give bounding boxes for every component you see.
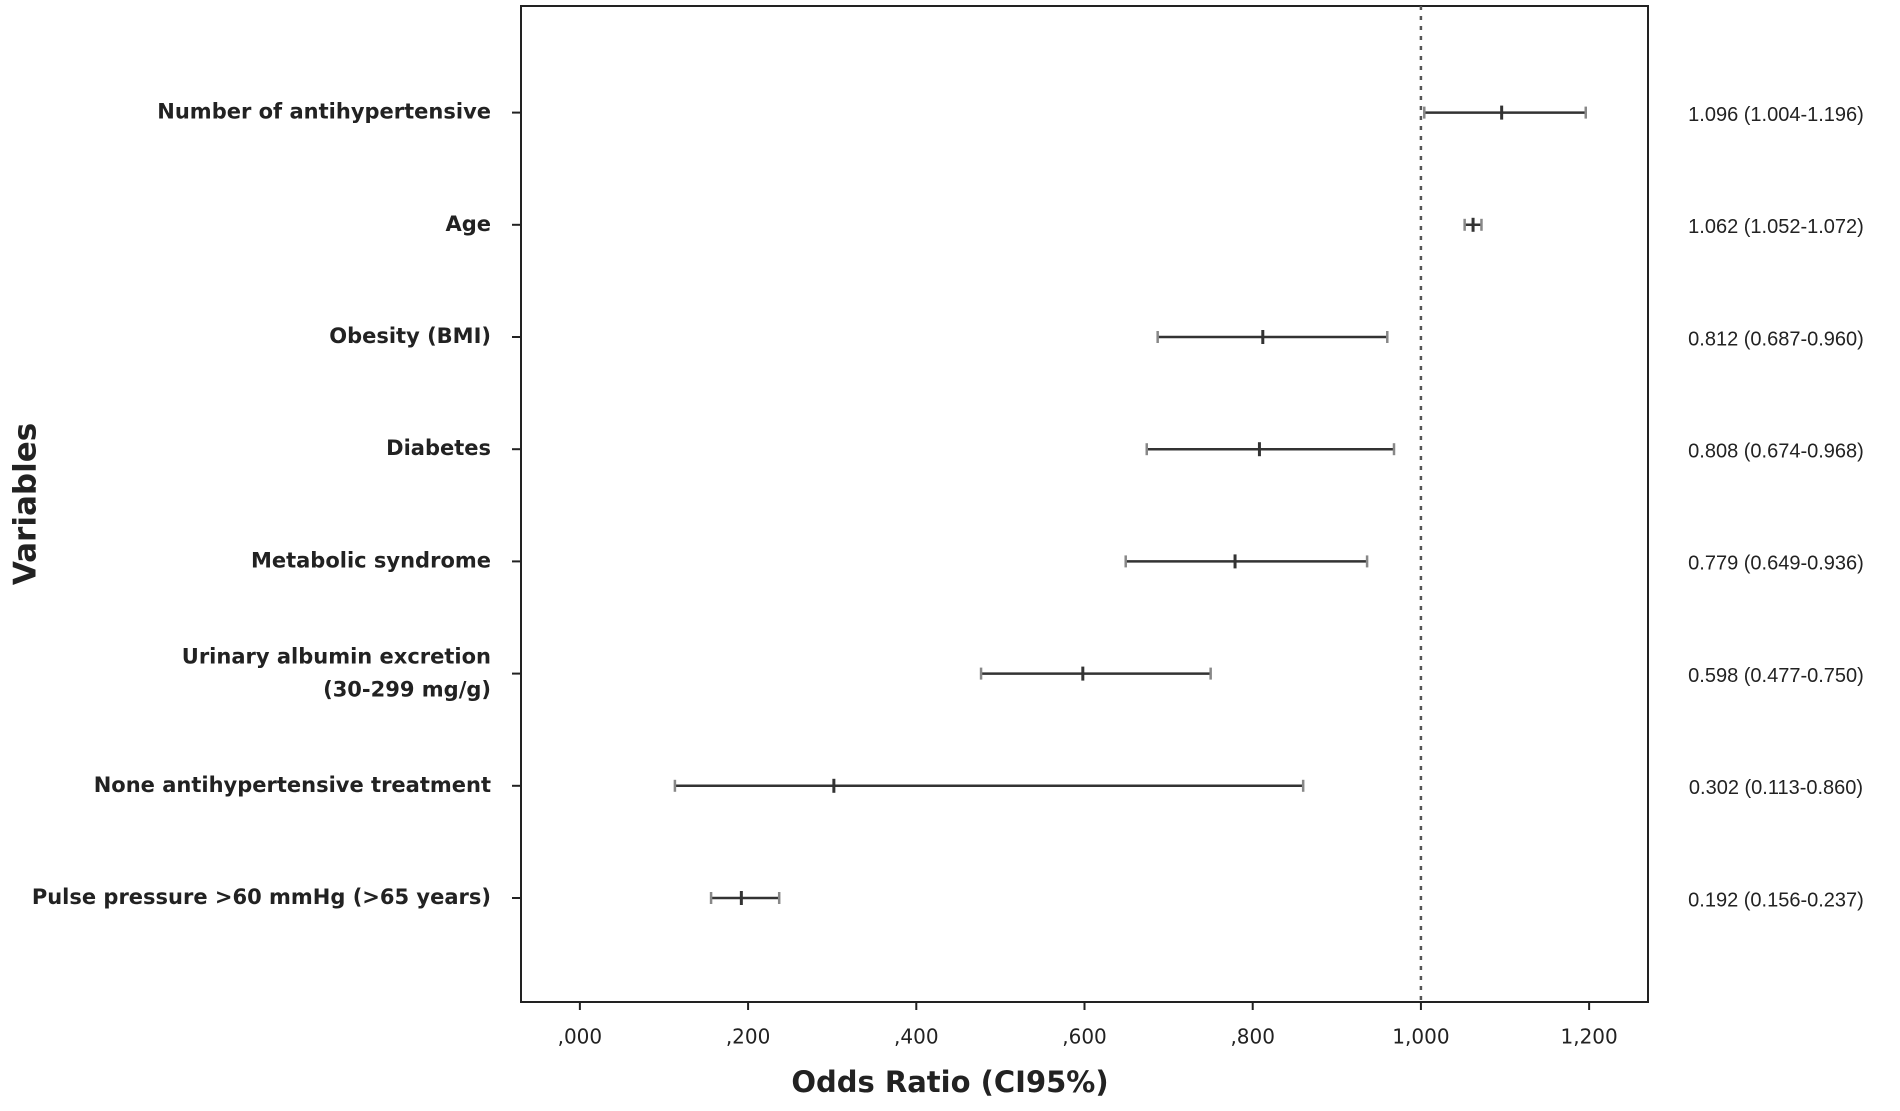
x-tick-label: ,600 (1062, 1025, 1107, 1049)
value-label: 0.812 (0.687-0.960) (1688, 328, 1864, 350)
x-tick-label: ,000 (558, 1025, 603, 1049)
value-label: 0.808 (0.674-0.968) (1688, 440, 1864, 462)
category-label: Metabolic syndrome (251, 548, 491, 572)
x-tick-label: 1,200 (1560, 1025, 1617, 1049)
value-label: 0.598 (0.477-0.750) (1688, 665, 1864, 687)
plot-frame (520, 5, 1649, 1003)
x-tick-label: ,400 (894, 1025, 939, 1049)
x-tick-label: ,800 (1230, 1025, 1275, 1049)
category-label: Urinary albumin excretion (30-299 mg/g) (182, 645, 491, 702)
value-label: 0.192 (0.156-0.237) (1688, 889, 1864, 911)
value-label: 1.062 (1.052-1.072) (1688, 216, 1864, 238)
category-label: Obesity (BMI) (329, 324, 491, 348)
value-label: 1.096 (1.004-1.196) (1688, 104, 1864, 126)
category-label: Number of antihypertensive (157, 100, 491, 124)
category-label: Age (445, 212, 491, 236)
x-axis-label: Odds Ratio (CI95%) (791, 1065, 1108, 1099)
y-axis-label: Variables (8, 423, 44, 585)
x-tick-label: ,200 (726, 1025, 771, 1049)
category-label: Diabetes (386, 436, 491, 460)
x-tick-label: 1,000 (1392, 1025, 1449, 1049)
category-label: Pulse pressure >60 mmHg (>65 years) (32, 885, 491, 909)
value-label: 0.779 (0.649-0.936) (1688, 553, 1864, 575)
value-label: 0.302 (0.113-0.860) (1689, 777, 1863, 799)
category-label: None antihypertensive treatment (94, 773, 491, 797)
